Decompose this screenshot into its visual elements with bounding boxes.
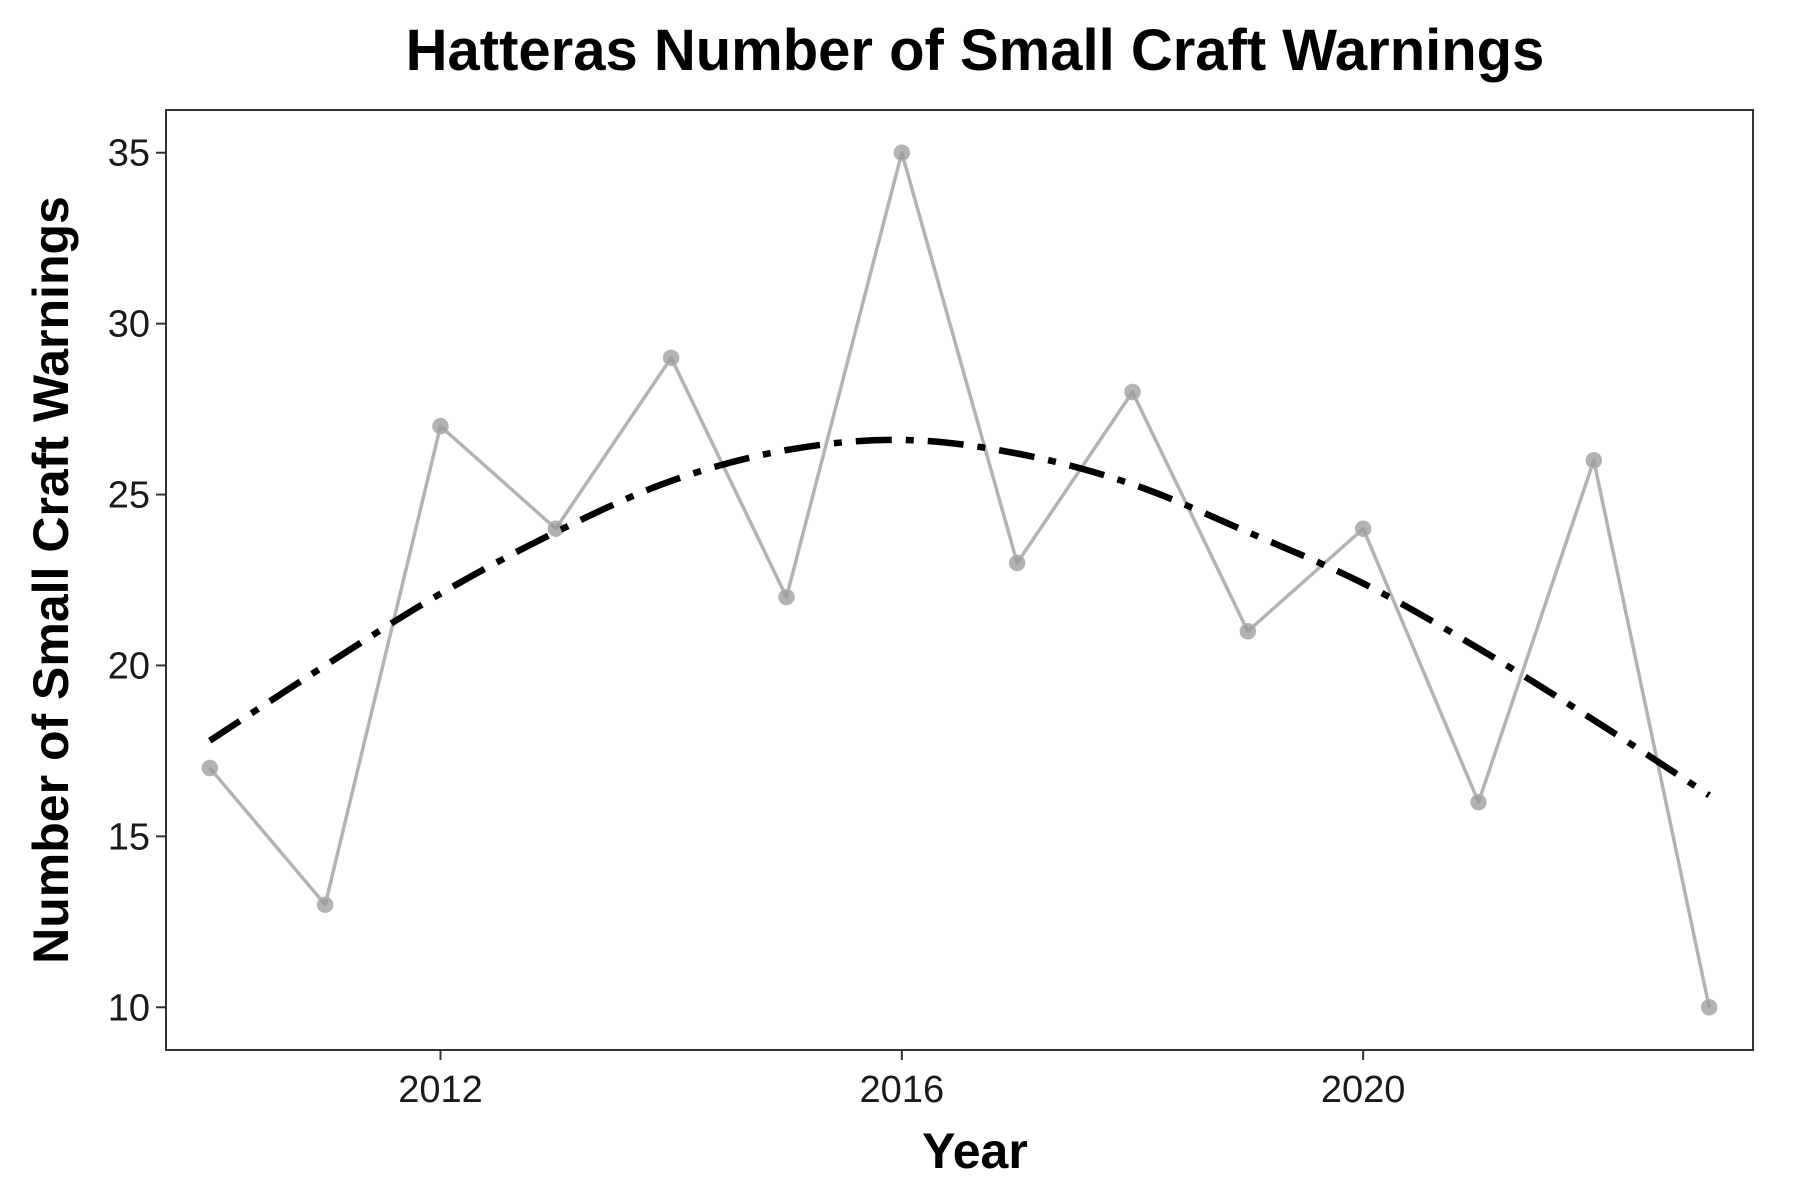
plot-series bbox=[201, 144, 1718, 1016]
observed-point bbox=[1700, 999, 1718, 1016]
chart-title: Hatteras Number of Small Craft Warnings bbox=[406, 18, 1545, 83]
x-axis-title: Year bbox=[922, 1123, 1028, 1179]
observed-series-line bbox=[208, 150, 1711, 1008]
trend-series-line bbox=[208, 436, 1711, 799]
plot-panel bbox=[165, 109, 1754, 1051]
observed-point bbox=[1239, 623, 1257, 640]
observed-point bbox=[662, 349, 680, 367]
observed-point bbox=[1008, 554, 1026, 572]
x-axis: 2012 2016 2020 bbox=[398, 1050, 1405, 1111]
y-tick-label: 35 bbox=[108, 133, 150, 175]
observed-point bbox=[316, 896, 334, 913]
y-tick-label: 20 bbox=[108, 645, 150, 687]
y-tick-label: 10 bbox=[108, 987, 150, 1029]
observed-point bbox=[893, 144, 911, 161]
y-tick-label: 25 bbox=[108, 475, 150, 517]
x-tick-label: 2020 bbox=[1321, 1069, 1406, 1111]
x-tick-label: 2016 bbox=[860, 1069, 945, 1111]
x-tick-label: 2012 bbox=[398, 1069, 483, 1111]
y-tick-label: 30 bbox=[108, 304, 150, 346]
y-axis-title: Number of Small Craft Warnings bbox=[23, 196, 79, 964]
observed-point bbox=[1354, 520, 1372, 537]
observed-point bbox=[432, 417, 449, 435]
observed-point bbox=[778, 588, 795, 606]
observed-point bbox=[1470, 793, 1487, 811]
observed-point bbox=[1585, 452, 1603, 469]
observed-point bbox=[201, 759, 219, 777]
observed-point bbox=[1124, 383, 1141, 401]
y-axis: 10 15 20 25 30 35 bbox=[108, 133, 166, 1029]
y-tick-label: 15 bbox=[108, 816, 150, 858]
